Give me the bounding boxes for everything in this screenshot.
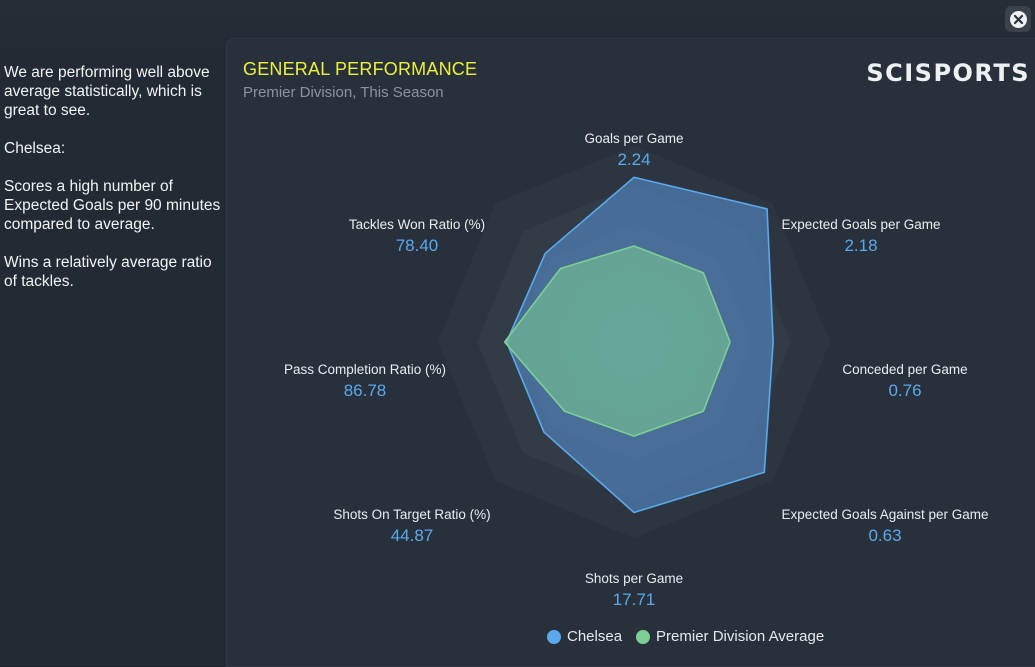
panel-subtitle: Premier Division, This Season [243,84,444,101]
axis-value: 78.40 [395,236,439,255]
axis-value: 2.24 [617,150,651,169]
axis-value: 86.78 [343,381,387,400]
legend-label-average: Premier Division Average [656,628,825,645]
axis-label: Conceded per Game [842,362,968,377]
axis-value: 0.76 [888,381,922,400]
summary-text: We are performing well above average sta… [4,63,224,310]
close-icon [1009,10,1027,28]
chart-legend: Chelsea Premier Division Average [547,628,838,645]
axis-value: 2.18 [844,236,878,255]
axis-label: Expected Goals per Game [781,217,941,232]
legend-item-team[interactable]: Chelsea [547,628,622,645]
summary-paragraph: We are performing well above average sta… [4,64,210,119]
summary-paragraph: Chelsea: [4,140,66,157]
legend-label-team: Chelsea [567,628,623,645]
scisports-logo: SCISPORTS [866,59,1030,87]
axis-label: Shots On Target Ratio (%) [333,507,491,522]
legend-item-average[interactable]: Premier Division Average [636,628,824,645]
axis-value: 17.71 [612,590,656,609]
axis-label: Expected Goals Against per Game [781,507,989,522]
series-average[interactable] [503,245,731,437]
axis-value: 44.87 [390,526,434,545]
legend-dot-average [636,629,651,644]
axis-label: Goals per Game [584,131,684,146]
close-button[interactable] [1005,6,1031,32]
axis-label: Tackles Won Ratio (%) [348,217,486,232]
general-performance-panel: GENERAL PERFORMANCE Premier Division, Th… [226,38,1035,667]
summary-paragraph: Wins a relatively average ratio of tackl… [4,254,212,290]
axis-label: Shots per Game [584,571,684,586]
panel-title: GENERAL PERFORMANCE [243,59,478,79]
summary-paragraph: Scores a high number of Expected Goals p… [4,178,221,233]
radar-chart [438,146,830,538]
axis-label: Pass Completion Ratio (%) [283,362,447,377]
axis-value: 0.63 [868,526,902,545]
legend-dot-team [547,629,561,644]
